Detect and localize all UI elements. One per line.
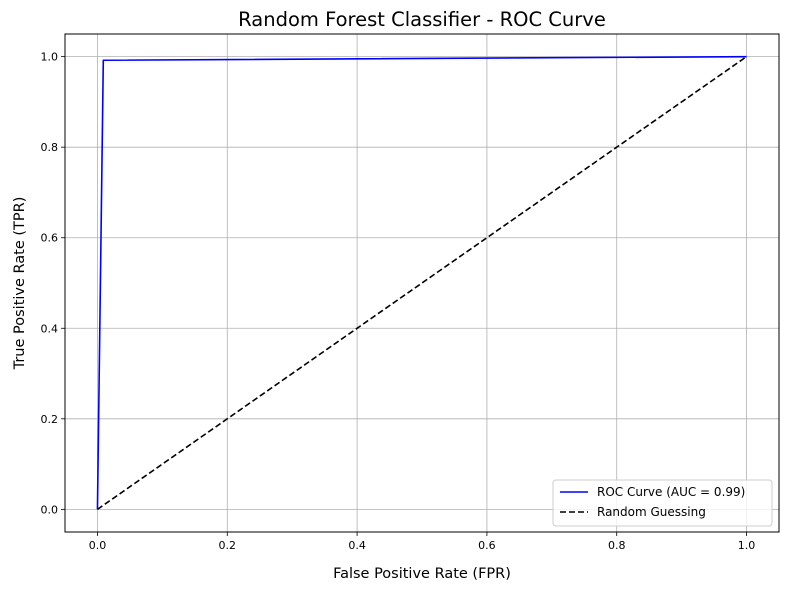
legend-box: [552, 479, 773, 527]
y-tick-label: 1.0: [41, 51, 59, 64]
legend-label-random: Random Guessing: [597, 505, 706, 519]
series-layer: [96, 55, 748, 511]
grid: [65, 34, 779, 532]
y-tick-label: 0.4: [41, 322, 59, 335]
x-tick-label: 0.6: [478, 539, 496, 552]
y-tick-label: 0.6: [41, 232, 59, 245]
random-guessing-line: [96, 55, 748, 511]
y-ticks: 0.0 0.2 0.4 0.6 0.8 1.0: [41, 51, 65, 516]
x-tick-label: 0.0: [89, 539, 107, 552]
y-axis-label: True Positive Rate (TPR): [12, 197, 28, 371]
x-axis-label: False Positive Rate (FPR): [333, 566, 511, 582]
y-tick-label: 0.8: [41, 141, 59, 154]
roc-curve-line: [96, 55, 747, 510]
x-tick-label: 0.2: [219, 539, 237, 552]
legend: ROC Curve (AUC = 0.99) Random Guessing: [552, 479, 773, 527]
x-ticks: 0.0 0.2 0.4 0.6 0.8 1.0: [89, 532, 756, 552]
y-tick-label: 0.0: [41, 503, 59, 516]
legend-label-roc: ROC Curve (AUC = 0.99): [597, 485, 745, 499]
x-tick-label: 0.4: [348, 539, 366, 552]
chart-title: Random Forest Classifier - ROC Curve: [238, 8, 606, 31]
y-tick-label: 0.2: [41, 413, 59, 426]
plot-frame: [64, 33, 780, 533]
x-tick-label: 1.0: [738, 539, 756, 552]
x-tick-label: 0.8: [608, 539, 626, 552]
